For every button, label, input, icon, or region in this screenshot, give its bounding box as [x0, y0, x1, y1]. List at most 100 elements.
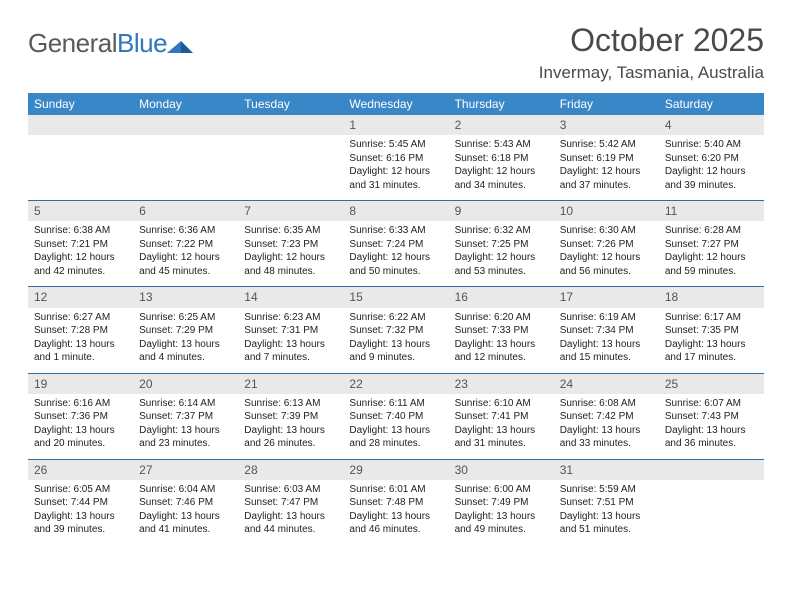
sunrise-line: Sunrise: 6:38 AM [34, 224, 127, 238]
daylight-line: Daylight: 13 hours [34, 510, 127, 524]
daylight-line: Daylight: 12 hours [349, 165, 442, 179]
day-number: 16 [449, 287, 554, 307]
sunrise-line: Sunrise: 6:27 AM [34, 311, 127, 325]
day-body [28, 135, 133, 195]
day-cell: 28Sunrise: 6:03 AMSunset: 7:47 PMDayligh… [238, 460, 343, 545]
daylight-line: Daylight: 12 hours [560, 251, 653, 265]
sunrise-line: Sunrise: 6:28 AM [665, 224, 758, 238]
daylight-line: and 51 minutes. [560, 523, 653, 537]
day-body: Sunrise: 6:35 AMSunset: 7:23 PMDaylight:… [238, 221, 343, 286]
day-number: 14 [238, 287, 343, 307]
day-number: 23 [449, 374, 554, 394]
daylight-line: Daylight: 12 hours [139, 251, 232, 265]
day-cell: 17Sunrise: 6:19 AMSunset: 7:34 PMDayligh… [554, 287, 659, 372]
day-body: Sunrise: 6:32 AMSunset: 7:25 PMDaylight:… [449, 221, 554, 286]
day-number: 12 [28, 287, 133, 307]
sunrise-line: Sunrise: 6:05 AM [34, 483, 127, 497]
dow-cell: Sunday [28, 93, 133, 115]
daylight-line: Daylight: 13 hours [560, 338, 653, 352]
daylight-line: Daylight: 13 hours [455, 510, 548, 524]
sunrise-line: Sunrise: 6:03 AM [244, 483, 337, 497]
sunrise-line: Sunrise: 6:22 AM [349, 311, 442, 325]
day-cell: 24Sunrise: 6:08 AMSunset: 7:42 PMDayligh… [554, 374, 659, 459]
day-body: Sunrise: 6:07 AMSunset: 7:43 PMDaylight:… [659, 394, 764, 459]
day-body: Sunrise: 6:04 AMSunset: 7:46 PMDaylight:… [133, 480, 238, 545]
sunrise-line: Sunrise: 6:13 AM [244, 397, 337, 411]
day-cell: 19Sunrise: 6:16 AMSunset: 7:36 PMDayligh… [28, 374, 133, 459]
daylight-line: and 39 minutes. [665, 179, 758, 193]
sunrise-line: Sunrise: 6:33 AM [349, 224, 442, 238]
dow-cell: Saturday [659, 93, 764, 115]
daylight-line: Daylight: 13 hours [455, 424, 548, 438]
day-number: 1 [343, 115, 448, 135]
day-number: 21 [238, 374, 343, 394]
day-number: 4 [659, 115, 764, 135]
sunset-line: Sunset: 7:35 PM [665, 324, 758, 338]
day-body: Sunrise: 5:59 AMSunset: 7:51 PMDaylight:… [554, 480, 659, 545]
day-number: 10 [554, 201, 659, 221]
sunset-line: Sunset: 7:48 PM [349, 496, 442, 510]
day-number: 11 [659, 201, 764, 221]
day-cell: 1Sunrise: 5:45 AMSunset: 6:16 PMDaylight… [343, 115, 448, 200]
day-cell: 10Sunrise: 6:30 AMSunset: 7:26 PMDayligh… [554, 201, 659, 286]
sunset-line: Sunset: 7:49 PM [455, 496, 548, 510]
daylight-line: and 15 minutes. [560, 351, 653, 365]
day-cell: 15Sunrise: 6:22 AMSunset: 7:32 PMDayligh… [343, 287, 448, 372]
daylight-line: and 53 minutes. [455, 265, 548, 279]
day-cell: 3Sunrise: 5:42 AMSunset: 6:19 PMDaylight… [554, 115, 659, 200]
day-number: 24 [554, 374, 659, 394]
day-body: Sunrise: 6:30 AMSunset: 7:26 PMDaylight:… [554, 221, 659, 286]
day-number [238, 115, 343, 135]
sunrise-line: Sunrise: 6:36 AM [139, 224, 232, 238]
week-row: 26Sunrise: 6:05 AMSunset: 7:44 PMDayligh… [28, 459, 764, 545]
sunset-line: Sunset: 6:18 PM [455, 152, 548, 166]
daylight-line: Daylight: 13 hours [349, 510, 442, 524]
day-body: Sunrise: 6:23 AMSunset: 7:31 PMDaylight:… [238, 308, 343, 373]
daylight-line: and 7 minutes. [244, 351, 337, 365]
daylight-line: Daylight: 13 hours [665, 424, 758, 438]
day-body: Sunrise: 6:00 AMSunset: 7:49 PMDaylight:… [449, 480, 554, 545]
sunrise-line: Sunrise: 5:43 AM [455, 138, 548, 152]
sunrise-line: Sunrise: 6:08 AM [560, 397, 653, 411]
sunset-line: Sunset: 7:34 PM [560, 324, 653, 338]
daylight-line: and 34 minutes. [455, 179, 548, 193]
day-number: 5 [28, 201, 133, 221]
day-number: 19 [28, 374, 133, 394]
day-number: 26 [28, 460, 133, 480]
daylight-line: Daylight: 13 hours [139, 424, 232, 438]
day-number: 22 [343, 374, 448, 394]
daylight-line: and 26 minutes. [244, 437, 337, 451]
day-body: Sunrise: 6:05 AMSunset: 7:44 PMDaylight:… [28, 480, 133, 545]
day-body: Sunrise: 6:20 AMSunset: 7:33 PMDaylight:… [449, 308, 554, 373]
sunrise-line: Sunrise: 6:04 AM [139, 483, 232, 497]
day-cell: 11Sunrise: 6:28 AMSunset: 7:27 PMDayligh… [659, 201, 764, 286]
day-body: Sunrise: 6:08 AMSunset: 7:42 PMDaylight:… [554, 394, 659, 459]
sunset-line: Sunset: 7:29 PM [139, 324, 232, 338]
day-cell: 27Sunrise: 6:04 AMSunset: 7:46 PMDayligh… [133, 460, 238, 545]
week-row: 19Sunrise: 6:16 AMSunset: 7:36 PMDayligh… [28, 373, 764, 459]
day-cell: 14Sunrise: 6:23 AMSunset: 7:31 PMDayligh… [238, 287, 343, 372]
day-of-week-header: SundayMondayTuesdayWednesdayThursdayFrid… [28, 93, 764, 115]
day-number [133, 115, 238, 135]
dow-cell: Monday [133, 93, 238, 115]
sunrise-line: Sunrise: 6:32 AM [455, 224, 548, 238]
day-cell: 18Sunrise: 6:17 AMSunset: 7:35 PMDayligh… [659, 287, 764, 372]
day-cell [659, 460, 764, 545]
dow-cell: Wednesday [343, 93, 448, 115]
day-cell [133, 115, 238, 200]
sunrise-line: Sunrise: 5:42 AM [560, 138, 653, 152]
week-row: 12Sunrise: 6:27 AMSunset: 7:28 PMDayligh… [28, 286, 764, 372]
day-number [659, 460, 764, 480]
daylight-line: Daylight: 13 hours [665, 338, 758, 352]
daylight-line: and 44 minutes. [244, 523, 337, 537]
sunset-line: Sunset: 7:42 PM [560, 410, 653, 424]
daylight-line: Daylight: 13 hours [244, 510, 337, 524]
daylight-line: and 39 minutes. [34, 523, 127, 537]
day-body [133, 135, 238, 195]
day-body: Sunrise: 6:27 AMSunset: 7:28 PMDaylight:… [28, 308, 133, 373]
sunset-line: Sunset: 6:16 PM [349, 152, 442, 166]
day-body: Sunrise: 5:42 AMSunset: 6:19 PMDaylight:… [554, 135, 659, 200]
daylight-line: Daylight: 12 hours [560, 165, 653, 179]
sunrise-line: Sunrise: 6:35 AM [244, 224, 337, 238]
daylight-line: and 46 minutes. [349, 523, 442, 537]
